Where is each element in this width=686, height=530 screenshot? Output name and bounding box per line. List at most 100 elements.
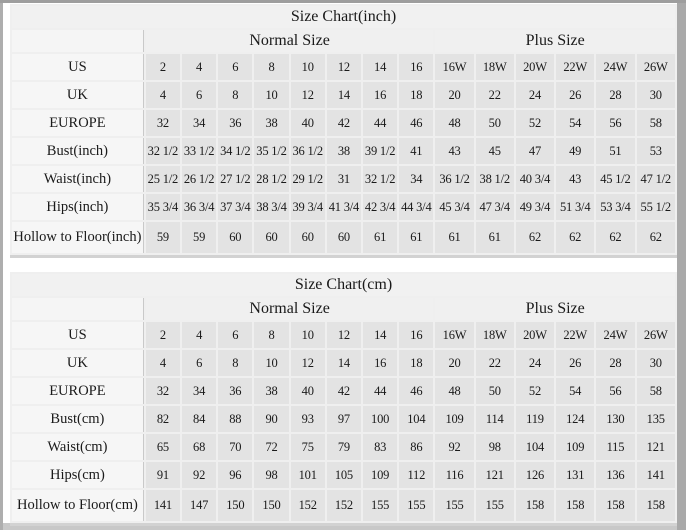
table-row: Waist(cm) 65 68 70 72 75 79 83 86 92 98 104 109 115 12… bbox=[12, 434, 675, 460]
size-cell: 39 1/2 bbox=[363, 138, 398, 164]
size-cell: 30 bbox=[636, 82, 675, 108]
size-cell: 42 bbox=[326, 110, 361, 136]
table-row: Bust(inch) 32 1/2 33 1/2 34 1/2 35 1/2 36 1/2… bbox=[12, 138, 675, 164]
size-cell: 109 bbox=[363, 462, 398, 488]
size-cell: 48 bbox=[435, 378, 474, 404]
size-cell: 46 bbox=[399, 378, 434, 404]
size-cell: 141 bbox=[145, 490, 180, 521]
size-cell: 62 bbox=[596, 222, 635, 253]
size-cell: 10 bbox=[290, 54, 325, 80]
size-cell: 37 3/4 bbox=[218, 194, 253, 220]
table-title: Size Chart(inch) bbox=[12, 6, 675, 28]
size-cell: 28 1/2 bbox=[254, 166, 289, 192]
size-cell: 47 1/2 bbox=[636, 166, 675, 192]
size-cell: 115 bbox=[596, 434, 635, 460]
size-cell: 14 bbox=[363, 54, 398, 80]
size-cell: 10 bbox=[254, 82, 289, 108]
size-cell: 20 bbox=[435, 350, 474, 376]
size-cell: 20 bbox=[435, 82, 474, 108]
table-title: Size Chart(cm) bbox=[12, 274, 675, 296]
size-cell: 32 1/2 bbox=[145, 138, 180, 164]
size-cell: 16 bbox=[363, 350, 398, 376]
size-cell: 22 bbox=[475, 350, 514, 376]
table-row: Bust(cm) 82 84 88 90 93 97 100 104 109 114 119 124 13… bbox=[12, 406, 675, 432]
size-cell: 59 bbox=[145, 222, 180, 253]
row-label: Waist(cm) bbox=[12, 434, 144, 460]
top-edge-strip bbox=[0, 0, 686, 3]
row-label: Hollow to Floor(cm) bbox=[12, 490, 144, 521]
size-cell: 26W bbox=[636, 322, 675, 348]
size-cell: 24 bbox=[515, 82, 555, 108]
size-cell: 26 1/2 bbox=[181, 166, 217, 192]
size-cell: 158 bbox=[556, 490, 595, 521]
size-cell: 62 bbox=[636, 222, 675, 253]
size-cell: 4 bbox=[145, 82, 180, 108]
size-cell: 45 3/4 bbox=[435, 194, 474, 220]
size-cell: 6 bbox=[218, 54, 253, 80]
size-cell: 34 bbox=[182, 378, 217, 404]
size-cell: 131 bbox=[556, 462, 595, 488]
size-cell: 30 bbox=[636, 350, 675, 376]
size-cell: 41 bbox=[399, 138, 434, 164]
size-chart-inch-table: Size Chart(inch) Normal Size Plus Size U… bbox=[10, 4, 677, 255]
size-cell: 16 bbox=[399, 322, 434, 348]
size-cell: 54 bbox=[556, 378, 595, 404]
size-cell: 40 bbox=[290, 378, 325, 404]
size-cell: 12 bbox=[326, 54, 361, 80]
size-cell: 18 bbox=[399, 350, 434, 376]
size-cell: 22W bbox=[556, 322, 595, 348]
size-cell: 79 bbox=[326, 434, 362, 460]
table-title-row: Size Chart(inch) bbox=[12, 6, 675, 28]
size-cell: 8 bbox=[254, 54, 289, 80]
size-cell: 4 bbox=[182, 322, 217, 348]
size-cell: 47 3/4 bbox=[475, 194, 514, 220]
size-cell: 50 bbox=[475, 110, 514, 136]
group-header-plus: Plus Size bbox=[435, 30, 675, 52]
size-cell: 124 bbox=[556, 406, 595, 432]
size-cell: 33 1/2 bbox=[181, 138, 217, 164]
size-cell: 47 bbox=[515, 138, 555, 164]
size-cell: 141 bbox=[636, 462, 675, 488]
size-cell: 41 3/4 bbox=[326, 194, 361, 220]
size-cell: 51 bbox=[596, 138, 635, 164]
size-cell: 82 bbox=[145, 406, 180, 432]
row-label: Hips(cm) bbox=[12, 462, 144, 488]
table-title-row: Size Chart(cm) bbox=[12, 274, 675, 296]
size-cell: 152 bbox=[326, 490, 362, 521]
row-label: EUROPE bbox=[12, 110, 144, 136]
size-cell: 8 bbox=[218, 82, 253, 108]
size-cell: 52 bbox=[515, 378, 555, 404]
size-cell: 18W bbox=[475, 54, 514, 80]
size-cell: 36 1/2 bbox=[435, 166, 474, 192]
table-row: UK 4 6 8 10 12 14 16 18 20 22 24 26 28 30 bbox=[12, 350, 675, 376]
size-cell: 112 bbox=[399, 462, 434, 488]
row-label: Hips(inch) bbox=[12, 194, 144, 220]
size-cell: 92 bbox=[435, 434, 474, 460]
size-cell: 86 bbox=[399, 434, 434, 460]
size-cell: 84 bbox=[182, 406, 217, 432]
size-cell: 14 bbox=[326, 350, 362, 376]
size-cell: 44 bbox=[363, 110, 398, 136]
size-cell: 96 bbox=[218, 462, 253, 488]
size-cell: 126 bbox=[515, 462, 555, 488]
size-cell: 44 3/4 bbox=[399, 194, 434, 220]
size-cell: 105 bbox=[326, 462, 362, 488]
size-cell: 36 3/4 bbox=[181, 194, 217, 220]
size-cell: 16 bbox=[363, 82, 398, 108]
left-edge-strip bbox=[0, 3, 3, 530]
size-cell: 16 bbox=[399, 54, 434, 80]
size-cell: 58 bbox=[636, 378, 675, 404]
size-cell: 130 bbox=[596, 406, 635, 432]
table-row: US 2 4 6 8 10 12 14 16 16W 18W 20W 22W 24W 26W bbox=[12, 54, 675, 80]
size-cell: 88 bbox=[218, 406, 253, 432]
size-cell: 62 bbox=[515, 222, 555, 253]
size-cell: 52 bbox=[515, 110, 555, 136]
row-label: EUROPE bbox=[12, 378, 144, 404]
size-cell: 62 bbox=[556, 222, 595, 253]
size-cell: 8 bbox=[218, 350, 253, 376]
size-cell: 38 1/2 bbox=[475, 166, 514, 192]
size-cell: 46 bbox=[399, 110, 434, 136]
size-cell: 116 bbox=[435, 462, 474, 488]
size-cell: 54 bbox=[556, 110, 595, 136]
